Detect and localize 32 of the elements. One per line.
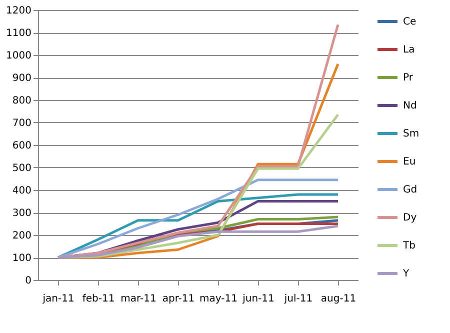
x-tick-label: aug-11 bbox=[320, 294, 356, 304]
legend-label: Tb bbox=[402, 240, 416, 252]
x-tick-label: feb-11 bbox=[82, 294, 115, 304]
y-tick-label: 0 bbox=[25, 276, 32, 286]
x-tick-label: mar-11 bbox=[120, 294, 156, 304]
x-tick-label: may-11 bbox=[200, 294, 238, 304]
legend-label: Eu bbox=[403, 156, 416, 168]
y-tick-label: 600 bbox=[12, 140, 32, 152]
legend-label: Pr bbox=[403, 72, 414, 84]
legend-label: Dy bbox=[403, 212, 417, 224]
legend-label: La bbox=[403, 44, 415, 56]
y-tick-label: 800 bbox=[12, 96, 32, 106]
legend-label: Gd bbox=[403, 184, 418, 196]
y-tick-label: 700 bbox=[12, 118, 32, 129]
y-tick-label: 300 bbox=[12, 208, 32, 219]
y-tick-label: 1000 bbox=[6, 50, 32, 62]
x-tick-label: jun-11 bbox=[242, 294, 274, 304]
line-series bbox=[56, 178, 340, 259]
y-tick-label: 100 bbox=[12, 253, 32, 264]
y-tick-label: 1100 bbox=[6, 28, 32, 39]
x-tick-label: jan-11 bbox=[42, 294, 74, 304]
y-tick-label: 900 bbox=[12, 73, 32, 84]
x-tick-label: apr-11 bbox=[162, 294, 195, 304]
legend-label: Sm bbox=[403, 128, 420, 140]
legend-label: Nd bbox=[403, 100, 417, 112]
legend-label: Y bbox=[402, 268, 410, 280]
y-tick-label: 200 bbox=[12, 230, 32, 242]
legend-label: Ce bbox=[403, 16, 416, 28]
y-tick-label: 400 bbox=[12, 186, 32, 196]
x-tick-label: jul-11 bbox=[283, 294, 313, 304]
y-tick-label: 1200 bbox=[6, 6, 32, 16]
y-tick-label: 500 bbox=[12, 163, 32, 174]
